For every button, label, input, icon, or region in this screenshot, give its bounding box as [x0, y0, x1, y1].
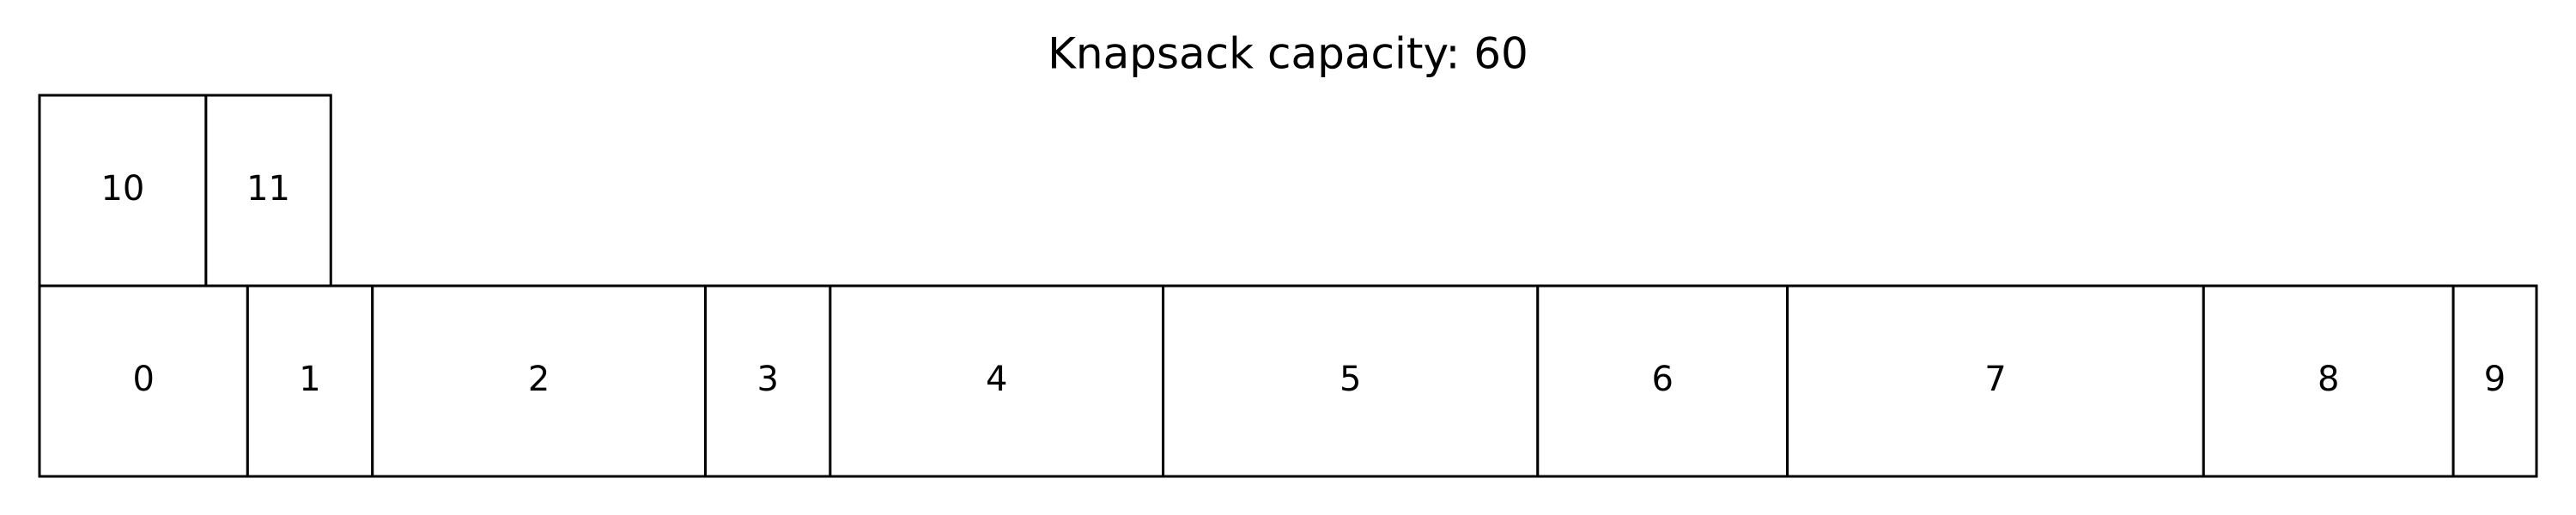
item-label: 7 — [1984, 360, 2006, 399]
item-label: 10 — [100, 169, 144, 209]
item-box — [246, 284, 374, 478]
item-box — [38, 284, 249, 478]
item-label: 3 — [756, 360, 778, 399]
item-0: 0 — [38, 284, 249, 478]
item-box — [2451, 284, 2538, 478]
item-label: 8 — [2318, 360, 2339, 399]
item-box — [371, 284, 707, 478]
item-label: 0 — [132, 360, 154, 399]
item-label: 9 — [2484, 360, 2506, 399]
item-5: 5 — [1162, 284, 1540, 478]
item-8: 8 — [2202, 284, 2455, 478]
item-label: 2 — [528, 360, 550, 399]
item-label: 6 — [1651, 360, 1673, 399]
item-box — [1536, 284, 1789, 478]
item-3: 3 — [703, 284, 832, 478]
item-box — [204, 94, 332, 288]
item-2: 2 — [371, 284, 707, 478]
item-label: 4 — [986, 360, 1007, 399]
item-9: 9 — [2451, 284, 2538, 478]
item-label: 5 — [1340, 360, 1361, 399]
item-box — [829, 284, 1165, 478]
knapsack-items: 0 1 2 3 4 5 6 7 8 9 10 11 — [38, 94, 2538, 478]
item-label: 1 — [299, 360, 320, 399]
item-box — [1162, 284, 1540, 478]
item-6: 6 — [1536, 284, 1789, 478]
item-7: 7 — [1786, 284, 2205, 478]
item-box — [1786, 284, 2205, 478]
item-box — [2202, 284, 2455, 478]
item-1: 1 — [246, 284, 374, 478]
item-label: 11 — [246, 169, 290, 209]
item-11: 11 — [204, 94, 332, 288]
diagram-title: Knapsack capacity: 60 — [1048, 29, 1528, 79]
item-10: 10 — [38, 94, 208, 288]
item-4: 4 — [829, 284, 1165, 478]
